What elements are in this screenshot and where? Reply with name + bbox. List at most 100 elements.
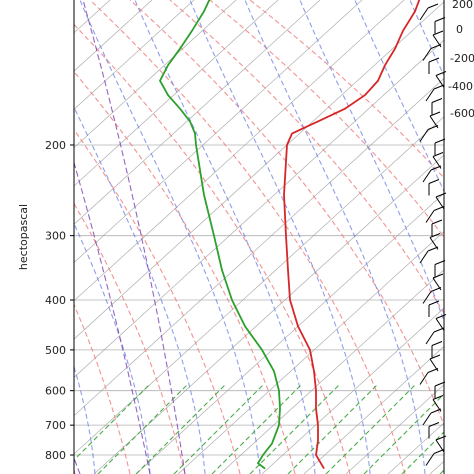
wind-barb <box>419 372 429 385</box>
wind-barb <box>422 291 432 304</box>
isotherm-line <box>74 0 321 225</box>
dry-adiabat <box>74 202 186 474</box>
dry-adiabat <box>89 0 406 474</box>
wind-barb-flag <box>433 84 445 90</box>
mixing-ratio-line <box>439 469 444 474</box>
wind-barb <box>425 88 435 102</box>
isotherm-line <box>261 307 444 474</box>
mixing-ratio-lines <box>74 383 444 474</box>
isotherm-line <box>74 0 279 187</box>
dry-adiabat <box>129 0 444 427</box>
wind-barb-flag <box>431 98 443 103</box>
wind-barb <box>425 331 435 345</box>
wind-barb-flag <box>430 44 442 49</box>
wind-barbs <box>419 3 447 466</box>
y-tick-label: 200 <box>45 139 66 152</box>
wind-barb <box>425 210 435 223</box>
isotherm-line <box>74 1 444 340</box>
wind-barb-flag <box>433 327 445 333</box>
profile-series <box>158 0 421 470</box>
isotherm-line <box>74 0 405 302</box>
wind-barb-flag <box>428 300 440 306</box>
isotherm-line <box>219 269 444 474</box>
wind-barb-flag <box>432 395 444 400</box>
wind-barb-flag <box>428 422 440 427</box>
wind-barb-flag <box>430 287 442 292</box>
wind-barb-flag <box>427 246 439 252</box>
y-tick-label: 700 <box>45 419 66 432</box>
moist-adiabat <box>134 0 316 474</box>
isotherm-line <box>74 0 363 263</box>
y-tick-label: 500 <box>45 344 66 357</box>
isotherm-line <box>303 345 444 474</box>
hodograph-line <box>74 456 81 474</box>
y-axis-ticks: 200 300 400 500 600 700 800 <box>45 139 74 462</box>
moist-adiabat <box>189 0 371 474</box>
y-tick-label: 600 <box>45 385 66 398</box>
wind-barb-flag <box>431 219 443 225</box>
wind-barb-flag <box>432 30 444 36</box>
dry-adiabat <box>74 70 296 474</box>
dry-adiabat <box>74 128 241 474</box>
mixing-ratio-line <box>363 393 444 474</box>
wind-barb-flag <box>434 381 446 387</box>
isotherm-line <box>135 192 444 474</box>
wind-barb-flag <box>434 17 446 22</box>
moist-adiabat <box>409 0 444 77</box>
wind-barb <box>419 7 429 21</box>
mixing-ratio-line <box>173 383 265 474</box>
dry-adiabat <box>169 0 444 315</box>
dry-adiabat <box>249 0 444 179</box>
dry-adiabat <box>74 23 351 474</box>
hodograph-lines <box>74 0 186 474</box>
moist-adiabat <box>244 0 426 474</box>
wind-barb-flag <box>427 125 439 130</box>
wind-barb-flag <box>434 138 446 144</box>
wind-barb-flag <box>432 273 444 279</box>
dry-adiabat <box>74 303 131 474</box>
isotherm-line <box>74 0 195 110</box>
hodograph-annotation: -200 <box>450 52 474 65</box>
moist-adiabat <box>74 222 151 474</box>
mixing-ratio-line <box>135 383 227 474</box>
isotherm-line <box>74 0 237 149</box>
moist-adiabat <box>79 0 261 474</box>
axes <box>73 0 445 474</box>
wind-barb-flag <box>428 57 440 63</box>
wind-barb <box>422 169 432 183</box>
y-tick-label: 800 <box>45 449 66 462</box>
isotherm-line <box>345 384 444 474</box>
moist-adiabat <box>74 364 96 474</box>
y-tick-label: 300 <box>45 230 66 243</box>
wind-barb <box>419 129 429 142</box>
wind-barb-flag <box>428 179 440 184</box>
hodograph-annotation: -600 <box>450 107 474 120</box>
isotherm-line <box>74 116 444 455</box>
isotherm-line <box>93 154 444 474</box>
hodograph-annotations: 200 0 -200 -400 -600 <box>448 0 474 120</box>
isotherm-line <box>74 77 444 417</box>
isotherm-line <box>177 231 444 474</box>
wind-barb-flag <box>429 354 441 360</box>
wind-barb-flag <box>430 408 442 414</box>
wind-barb <box>419 250 429 264</box>
y-axis-label: hectopascal <box>17 204 30 270</box>
isotherm-line <box>429 460 444 474</box>
hodograph-annotation: 200 <box>452 0 473 11</box>
wind-barb-flag <box>429 233 441 238</box>
wind-barb-flag <box>431 341 443 346</box>
wind-barb-flag <box>427 3 439 9</box>
wind-barb-flag <box>433 449 445 454</box>
mixing-ratio-line <box>325 383 417 474</box>
wind-barb-flag <box>433 206 445 211</box>
wind-barb-flag <box>429 111 441 117</box>
mixing-ratio-line <box>211 383 303 474</box>
wind-barb-flag <box>427 368 439 373</box>
mixing-ratio-line <box>287 383 379 474</box>
wind-barb-flag <box>430 165 442 171</box>
wind-barb-flag <box>432 152 444 157</box>
wind-barb <box>422 48 432 61</box>
